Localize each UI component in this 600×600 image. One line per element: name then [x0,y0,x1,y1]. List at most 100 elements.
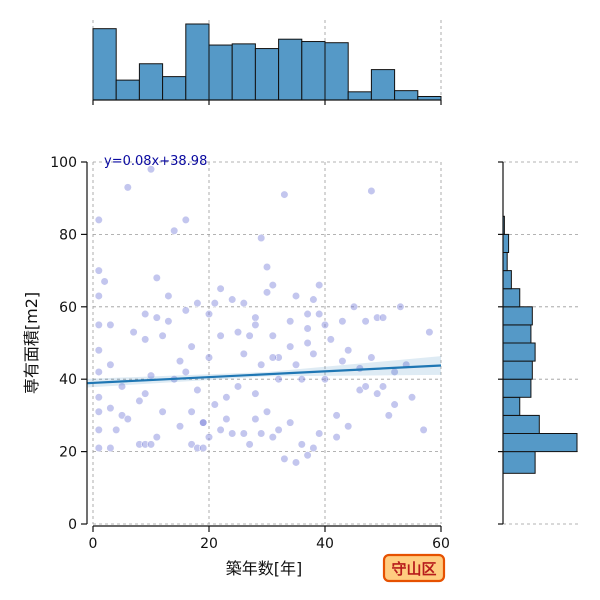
x-tick-label: 0 [89,536,98,552]
top-hist-bar [278,38,303,101]
scatter-point [315,309,324,319]
scatter-point [239,299,248,308]
scatter-point [94,291,103,301]
scatter-point [262,407,272,416]
right-hist-bar [502,451,536,474]
scatter-point [187,407,196,416]
scatter-point [193,443,202,453]
scatter-point [286,317,295,326]
scatter-point [407,393,417,402]
scatter-point [257,233,266,243]
scatter-point [94,346,103,355]
scatter-point [94,407,103,416]
regression-confidence-band [87,356,441,388]
scatter-point [94,266,103,275]
y-tick-label: 60 [59,300,77,316]
scatter-point [396,302,405,311]
scatter-point [228,429,237,438]
scatter-point [373,313,382,322]
scatter-point [355,385,364,395]
scatter-point [141,309,150,319]
scatter-point [367,353,376,362]
scatter-point [280,454,289,463]
top-hist-bar [208,44,233,101]
scatter-point [251,414,260,424]
scatter-point [204,309,214,319]
scatter-point [378,382,388,391]
scatter-point [233,328,243,337]
scatter-point [141,335,150,344]
scatter-point [303,451,312,460]
scatter-point [309,295,318,304]
scatter-point [123,414,132,424]
scatter-point [239,429,248,438]
scatter-point [291,360,301,369]
top-hist-bar [92,28,117,101]
scatter-point [320,320,330,330]
regression-line [87,364,442,385]
y-tick-label: 20 [59,445,77,461]
scatter-point [309,349,318,358]
right-hist-bar [502,324,532,344]
scatter-point [135,396,144,406]
right-hist-bar [502,342,536,362]
scatter-point [338,357,347,366]
top-hist-bar [185,23,210,101]
top-hist-bar [115,79,140,101]
scatter-point [384,411,393,420]
scatter-point [425,328,434,337]
ward-badge-label: 守山区 [391,560,436,578]
scatter-point [373,389,382,398]
x-tick-label: 40 [316,536,334,552]
scatter-point [117,411,127,420]
scatter-point [332,411,341,420]
scatter-point [141,389,150,398]
scatter-point [349,302,359,311]
scatter-point [199,443,208,453]
scatter-point [181,215,190,225]
scatter-point [245,331,254,340]
scatter-point [315,280,324,290]
scatter-point [193,299,202,308]
scatter-point [303,324,312,333]
scatter-point [361,317,370,326]
right-hist-bar [502,360,533,380]
regression-line-group [87,356,442,388]
scatter-point [94,393,103,402]
scatter-point [367,186,376,196]
scatter-point [361,382,370,391]
scatter-point [106,360,115,369]
scatter-point [152,313,161,322]
scatter-point [268,433,277,442]
scatter-point [94,215,103,225]
ward-badge: 守山区 [382,553,446,583]
right-hist-bar [502,433,578,453]
right-hist-bar [502,270,512,290]
top-hist-bar [394,90,419,101]
scatter-point [204,353,214,362]
top-hist-bar [138,63,164,101]
x-tick-label: 60 [432,536,450,552]
scatter-point [390,400,399,409]
y-tick-label: 80 [59,227,77,243]
scatter-point [123,183,132,192]
top-hist-bar [301,41,326,101]
x-axis-title: 築年数[年] [226,559,303,578]
scatter-point [303,309,312,319]
scatter-point [158,331,167,340]
scatter-point [152,273,161,282]
scatter-point [268,280,277,290]
scatter-point [286,342,295,351]
scatter-point [210,299,219,308]
scatter-point [268,353,277,362]
scatter-point [141,440,150,449]
x-tick-label: 20 [200,536,218,552]
y-tick-label: 0 [68,517,77,533]
scatter-point [164,317,173,326]
scatter-point [297,440,306,449]
scatter-point [291,458,301,467]
regression-equation-label: y=0.08x+38.98 [104,154,207,169]
scatter-points [94,165,434,467]
scatter-point [251,389,260,398]
